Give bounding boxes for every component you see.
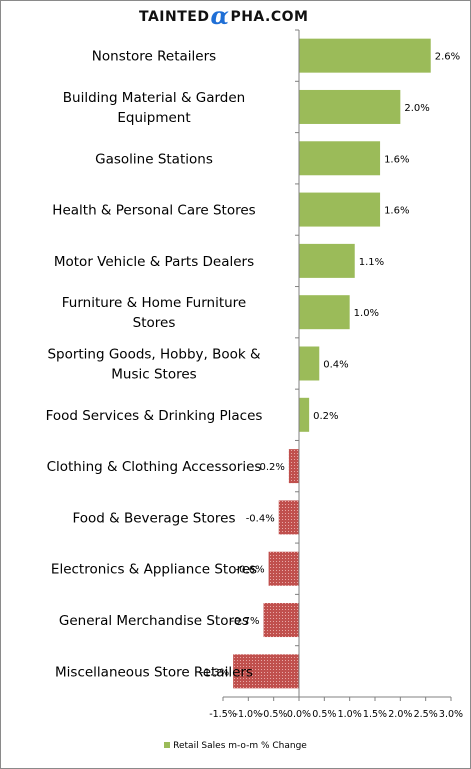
- category-label: Sporting Goods, Hobby, Book &: [47, 347, 261, 363]
- x-tick-label: 0.0%: [287, 709, 311, 720]
- bar: [299, 89, 401, 124]
- data-labels: 2.6% 2.0% 1.6% 1.6% 1.1% 1.0% 0.4% 0.2% -0.2% -0.…: [200, 52, 460, 679]
- category-label: Miscellaneous Store Retailers: [55, 664, 253, 680]
- bar: [263, 603, 299, 638]
- data-label: -0.6%: [236, 565, 265, 576]
- category-label: Building Material & Garden: [63, 90, 246, 106]
- data-label: 1.0%: [354, 308, 379, 319]
- bar: [278, 500, 299, 535]
- category-labels: Nonstore Retailers Building Material & Ga…: [46, 49, 263, 681]
- data-label: -0.4%: [246, 513, 275, 524]
- x-tick-label: 1.5%: [363, 709, 387, 720]
- bar: [288, 449, 299, 484]
- bar: [268, 551, 299, 586]
- category-label: Stores: [133, 315, 176, 331]
- data-label: 1.6%: [384, 206, 409, 217]
- category-label: Equipment: [117, 110, 190, 126]
- category-label: Music Stores: [111, 367, 196, 383]
- x-tick-label: 1.0%: [338, 709, 362, 720]
- category-label: Gasoline Stations: [95, 151, 213, 167]
- category-label: Motor Vehicle & Parts Dealers: [54, 254, 254, 270]
- data-label: 2.0%: [404, 103, 429, 114]
- bar: [233, 654, 299, 689]
- bar: [299, 243, 355, 278]
- brand-text-start: TAINTED: [139, 9, 210, 25]
- x-tick-label: 3.0%: [439, 709, 463, 720]
- category-label: Electronics & Appliance Stores: [51, 562, 257, 578]
- x-tick-label: 0.5%: [312, 709, 336, 720]
- data-label: 0.4%: [323, 360, 348, 371]
- data-label: 2.6%: [435, 52, 460, 63]
- brand-text-end: PHA.COM: [230, 9, 309, 25]
- legend-swatch: [164, 742, 171, 748]
- bar: [299, 38, 431, 73]
- x-tick-label: 2.5%: [414, 709, 438, 720]
- data-label: 1.6%: [384, 154, 409, 165]
- x-tick-label: 2.0%: [388, 709, 412, 720]
- legend-label: Retail Sales m-o-m % Change: [173, 741, 307, 751]
- legend: Retail Sales m-o-m % Change: [0, 741, 471, 751]
- bar-series: [233, 38, 431, 689]
- category-label: Furniture & Home Furniture: [62, 295, 247, 311]
- bar: [299, 295, 350, 330]
- bar: [299, 397, 310, 432]
- data-label: 1.1%: [359, 257, 384, 268]
- category-label: Food Services & Drinking Places: [46, 408, 263, 424]
- chart-axes: [222, 29, 452, 701]
- brand-logo: TAINTEDαPHA.COM: [139, 4, 308, 28]
- x-tick-label: -0.5%: [260, 709, 288, 720]
- category-label: Clothing & Clothing Accessories: [47, 459, 262, 475]
- bar: [299, 192, 381, 227]
- x-tick-label: -1.5%: [209, 709, 237, 720]
- bar: [299, 346, 320, 381]
- data-label: -0.2%: [256, 462, 285, 473]
- category-label: Nonstore Retailers: [92, 49, 216, 65]
- category-label: Health & Personal Care Stores: [52, 203, 255, 219]
- data-label: -0.7%: [231, 616, 260, 627]
- data-label: -1.3%: [200, 667, 229, 678]
- x-tick-label: -1.0%: [235, 709, 263, 720]
- x-tick-labels: -1.5%-1.0%-0.5% 0.0% 0.5% 1.0% 1.5% 2.0% 2.5% 3…: [209, 709, 463, 720]
- category-label: General Merchandise Stores: [59, 613, 249, 629]
- category-label: Food & Beverage Stores: [72, 510, 235, 526]
- bar: [299, 141, 381, 176]
- brand-alpha-glyph: α: [210, 1, 230, 30]
- data-label: 0.2%: [313, 411, 338, 422]
